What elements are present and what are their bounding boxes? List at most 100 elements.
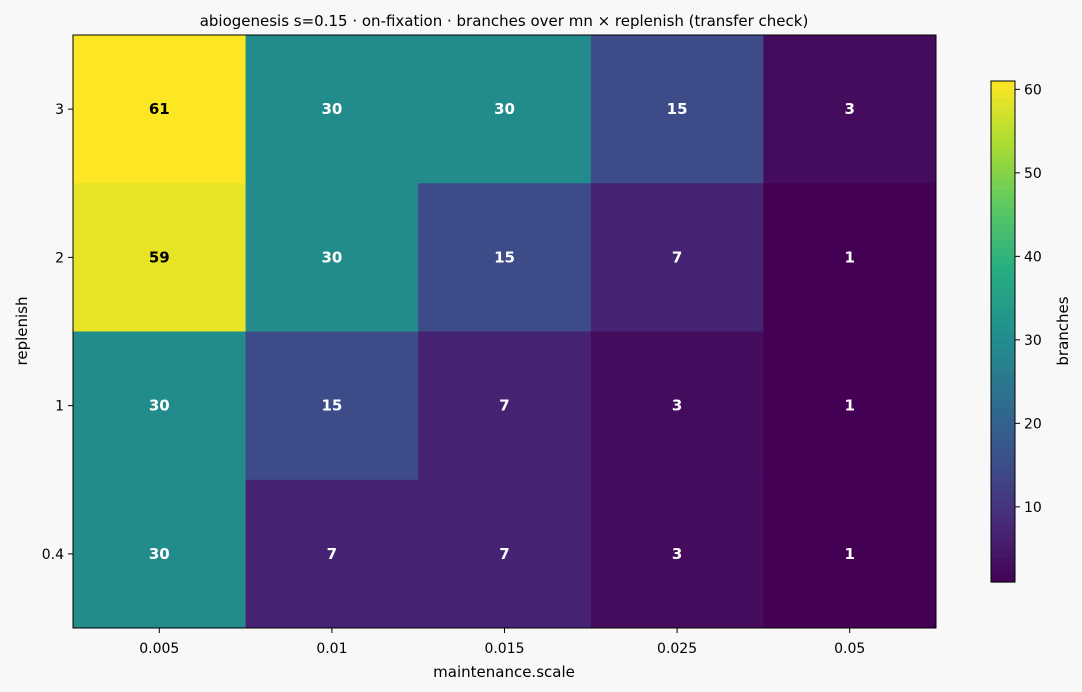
cell-value-label: 59 [149,248,170,266]
colorbar-segment [991,264,1015,274]
colorbar-tick-label: 30 [1024,333,1042,349]
colorbar-tick-label: 50 [1024,166,1042,182]
heatmap-cell [763,35,937,184]
colorbar-segment [991,573,1015,583]
colorbar-segment [991,339,1015,349]
colorbar-segment [991,206,1015,216]
heatmap-cell [418,183,592,332]
colorbar-segment [991,481,1015,491]
colorbar-segment [991,398,1015,408]
colorbar-tick-label: 40 [1024,249,1042,265]
heatmap-cell [418,35,592,184]
cell-value-label: 3 [844,100,854,118]
heatmap-cell [73,183,247,332]
heatmap-cell [590,35,764,184]
colorbar-segment [991,289,1015,299]
heatmap-cell [245,331,419,481]
heatmap-cell [763,479,937,629]
heatmap-cell [590,479,764,629]
colorbar-segment [991,356,1015,366]
colorbar-segment [991,406,1015,416]
colorbar-segment [991,431,1015,441]
colorbar-segment [991,298,1015,308]
colorbar-segment [991,540,1015,550]
colorbar-label: branches [1054,296,1072,365]
cell-value-label: 1 [844,545,854,563]
colorbar-segment [991,373,1015,383]
colorbar-segment [991,515,1015,525]
colorbar-segment [991,214,1015,224]
colorbar-segment [991,490,1015,500]
colorbar-segment [991,473,1015,483]
colorbar-segment [991,389,1015,399]
x-axis-label: maintenance.scale [433,663,575,681]
heatmap-cell [418,331,592,481]
y-tick-label: 2 [55,250,64,266]
cell-value-label: 30 [321,248,342,266]
colorbar-segment [991,114,1015,124]
colorbar-segment [991,156,1015,166]
cell-value-label: 15 [321,397,342,415]
colorbar-segment [991,181,1015,191]
cell-labels: 61 30 30 15 3 59 30 15 7 1 30 15 7 3 1 30 7 7 3 1 [149,100,855,563]
heatmap-cell [245,35,419,184]
heatmap-cell [245,479,419,629]
colorbar-segment [991,314,1015,324]
colorbar-segment [991,256,1015,266]
colorbar-segment [991,565,1015,575]
y-axis: 3 2 1 0.4 [42,102,73,563]
colorbar-segment [991,248,1015,257]
x-tick-label: 0.05 [834,641,865,657]
colorbar-tick-label: 20 [1024,416,1042,432]
heatmap-cell [73,479,247,629]
colorbar-segment [991,465,1015,475]
colorbar-segment [991,364,1015,374]
colorbar-segment [991,556,1015,566]
colorbar-segment [991,231,1015,241]
cell-value-label: 30 [149,397,170,415]
colorbar-segment [991,197,1015,207]
y-tick-label: 0.4 [42,547,64,563]
cell-value-label: 1 [844,397,854,415]
colorbar-segment [991,81,1015,90]
cell-value-label: 7 [672,248,682,266]
heatmap-cells [73,35,937,629]
cell-value-label: 7 [327,545,337,563]
colorbar-segment [991,423,1015,433]
cell-value-label: 3 [672,397,682,415]
heatmap-cell [590,331,764,481]
colorbar: 10 20 30 40 50 60 [990,80,1042,583]
colorbar-segment [991,97,1015,107]
cell-value-label: 15 [494,248,515,266]
cell-value-label: 7 [499,397,509,415]
cell-value-label: 30 [494,100,515,118]
cell-value-label: 15 [667,100,688,118]
cell-value-label: 30 [149,545,170,563]
cell-value-label: 30 [321,100,342,118]
x-tick-label: 0.025 [657,641,697,657]
colorbar-segment [991,189,1015,199]
y-axis-label: replenish [13,297,31,366]
colorbar-segment [991,323,1015,333]
y-tick-label: 3 [55,102,64,118]
colorbar-segment [991,273,1015,282]
colorbar-segment [991,531,1015,541]
colorbar-tick-label: 60 [1024,82,1042,98]
colorbar-segment [991,164,1015,174]
heatmap-cell [73,331,247,481]
colorbar-segment [991,456,1015,466]
colorbar-segment [991,306,1015,316]
colorbar-segment [991,331,1015,341]
colorbar-frame [990,80,1016,583]
cell-value-label: 61 [149,100,170,118]
colorbar-segment [991,498,1015,508]
colorbar-segment [991,131,1015,141]
colorbar-segment [991,106,1015,115]
x-tick-label: 0.01 [316,641,347,657]
heatmap-cell [763,331,937,481]
colorbar-segment [991,448,1015,458]
x-axis: 0.005 0.01 0.015 0.025 0.05 [139,628,865,657]
heatmap-cell [590,183,764,332]
colorbar-segment [991,222,1015,232]
cell-value-label: 3 [672,545,682,563]
